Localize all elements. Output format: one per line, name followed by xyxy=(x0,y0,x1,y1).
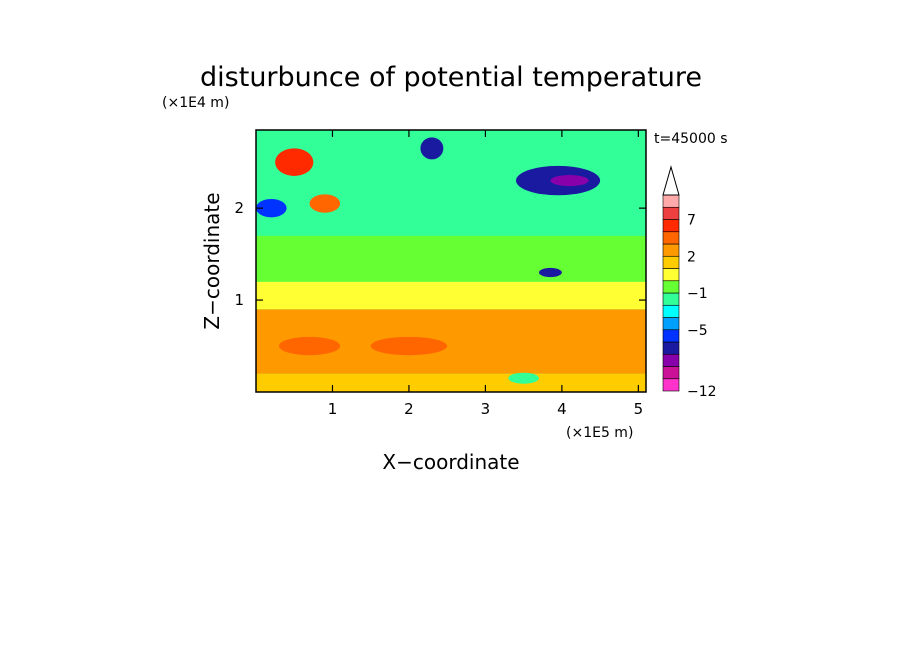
heatmap-features xyxy=(256,130,646,392)
colorbar: −12−5−127 xyxy=(662,165,717,400)
y-axis-ticks: 12 xyxy=(234,199,646,309)
colorbar-swatch xyxy=(662,378,680,392)
y-tick-label: 2 xyxy=(234,199,244,217)
heatmap-blob xyxy=(278,336,341,356)
heatmap-blob xyxy=(420,137,444,160)
heatmap-plot-area xyxy=(256,130,646,392)
plot-frame xyxy=(255,129,647,393)
y-scale-label: (×1E4 m) xyxy=(162,95,229,111)
colorbar-swatch xyxy=(662,329,680,343)
colorbar-label: −1 xyxy=(687,286,708,302)
colorbar-swatch xyxy=(662,231,680,245)
colorbar-swatch xyxy=(662,366,680,380)
colorbar-swatch xyxy=(662,194,680,208)
x-tick-label: 5 xyxy=(634,400,644,418)
x-axis-ticks: 1 2 3 4 5 xyxy=(328,130,643,418)
x-scale-label: (×1E5 m) xyxy=(566,425,633,441)
x-tick-label: 2 xyxy=(404,400,414,418)
heatmap-blob xyxy=(275,148,314,176)
heatmap-layer xyxy=(256,281,646,310)
colorbar-label: 7 xyxy=(687,213,696,229)
heatmap-blob xyxy=(256,198,287,218)
colorbar-swatch xyxy=(662,280,680,294)
colorbar-label: −5 xyxy=(687,323,708,339)
heatmap-blob xyxy=(370,336,448,356)
colorbar-swatch xyxy=(662,243,680,257)
colorbar-swatch xyxy=(662,268,680,282)
heatmap-blob xyxy=(508,372,539,384)
colorbar-swatch xyxy=(662,292,680,306)
colorbar-swatch xyxy=(662,219,680,233)
heatmap-blob xyxy=(309,194,341,213)
x-tick-label: 1 xyxy=(328,400,338,418)
chart-title: disturbunce of potential temperature xyxy=(200,62,702,93)
x-tick-label: 3 xyxy=(481,400,491,418)
heatmap-layer xyxy=(256,235,646,282)
colorbar-swatch xyxy=(662,317,680,331)
colorbar-label: 2 xyxy=(687,249,696,265)
colorbar-swatch xyxy=(662,255,680,269)
heatmap-layer xyxy=(256,373,646,392)
heatmap-blob xyxy=(550,175,589,187)
colorbar-label: −12 xyxy=(687,384,717,400)
x-tick-label: 4 xyxy=(557,400,567,418)
time-label: t=45000 s xyxy=(654,131,728,147)
colorbar-swatch xyxy=(662,206,680,220)
colorbar-arrow xyxy=(662,165,680,196)
colorbar-swatch xyxy=(662,353,680,367)
y-tick-label: 1 xyxy=(234,291,244,309)
y-axis-label: Z−coordinate xyxy=(200,192,224,329)
heatmap-blob xyxy=(538,267,562,278)
colorbar-swatch xyxy=(662,341,680,355)
colorbar-swatch xyxy=(662,304,680,318)
x-axis-label: X−coordinate xyxy=(382,450,519,474)
